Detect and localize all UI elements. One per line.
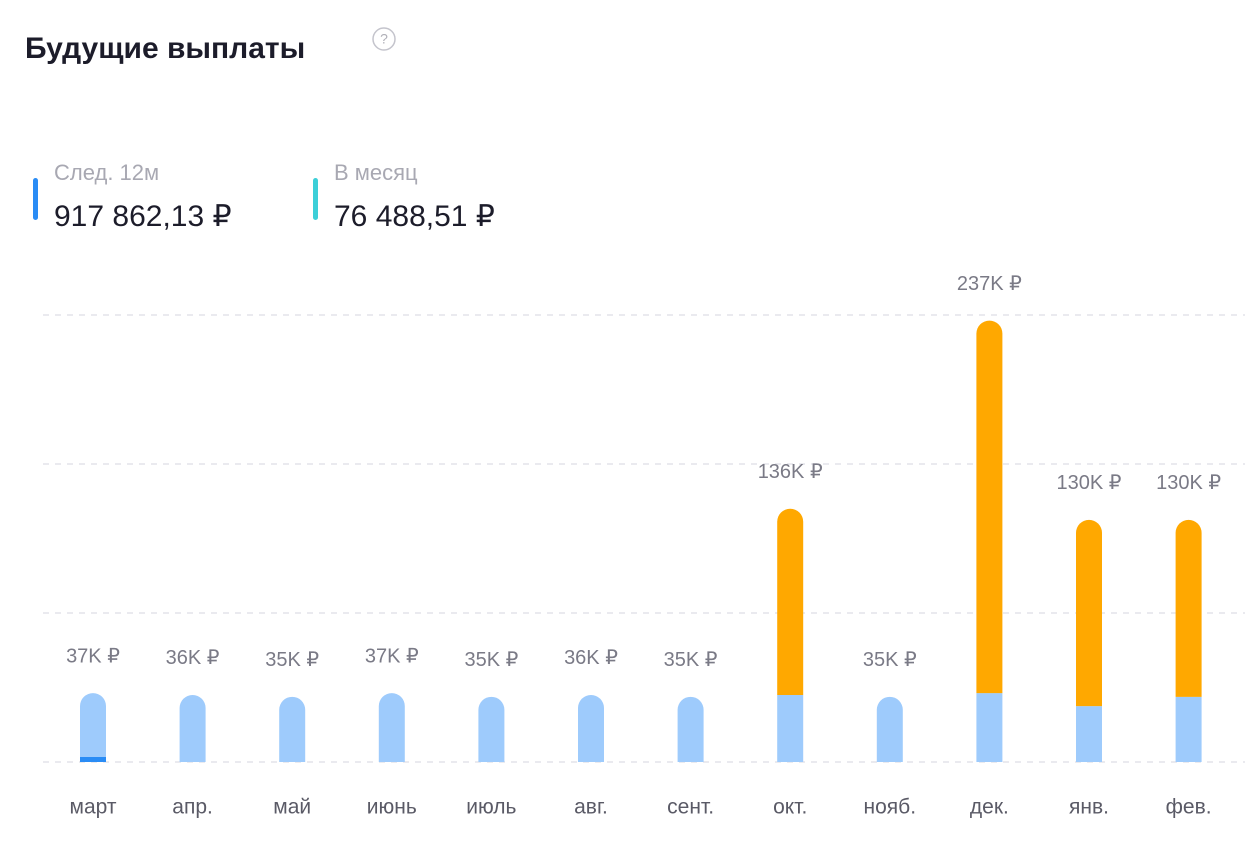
x-tick-label: июль	[466, 796, 516, 819]
stat-indicator	[33, 178, 38, 220]
bar-segment	[578, 694, 604, 762]
x-tick-label: окт.	[773, 796, 807, 819]
stat-value: 917 862,13 ₽	[54, 200, 232, 233]
bar-segment	[976, 693, 1003, 762]
value-label: 36K ₽	[564, 647, 618, 669]
value-label: 35K ₽	[664, 649, 718, 671]
x-tick-label: дек.	[970, 796, 1009, 819]
bar-segment	[80, 756, 106, 762]
stat-label: В месяц	[334, 160, 418, 185]
value-label: 35K ₽	[464, 649, 518, 671]
bar-segment	[279, 696, 306, 762]
x-tick-label: март	[70, 796, 117, 819]
bar-segment	[1175, 519, 1202, 697]
value-label: 36K ₽	[166, 647, 220, 669]
bar-segment	[1076, 519, 1102, 707]
bar-segment	[777, 508, 804, 695]
bar-segment	[976, 320, 1003, 694]
value-label: 37K ₽	[66, 645, 120, 667]
bar-segment	[179, 694, 206, 762]
bar-segment	[1076, 706, 1102, 762]
bar-segment	[478, 696, 505, 762]
bar-segment	[1175, 696, 1202, 762]
value-label: 37K ₽	[365, 645, 419, 667]
help-mark[interactable]: ?	[380, 31, 388, 47]
x-tick-label: янв.	[1069, 796, 1109, 819]
x-tick-label: июнь	[367, 796, 417, 819]
x-tick-label: нояб.	[864, 796, 917, 819]
help-icon[interactable]	[372, 27, 396, 51]
bar-segment	[777, 694, 804, 762]
x-tick-label: авг.	[574, 796, 608, 819]
value-label: 130K ₽	[1057, 472, 1122, 494]
stat-label: След. 12м	[54, 160, 159, 185]
value-label: 237K ₽	[957, 273, 1022, 295]
bar-segment	[876, 696, 903, 762]
bar-segment	[677, 696, 704, 762]
stat-value: 76 488,51 ₽	[334, 200, 495, 233]
value-label: 136K ₽	[758, 461, 823, 483]
x-tick-label: сент.	[667, 796, 714, 819]
value-label: 35K ₽	[265, 649, 319, 671]
bar-segment	[378, 693, 405, 762]
value-label: 35K ₽	[863, 649, 917, 671]
value-label: 130K ₽	[1156, 472, 1221, 494]
bar-segment	[80, 693, 106, 757]
x-tick-label: май	[273, 796, 311, 819]
title: Будущие выплаты	[25, 32, 305, 65]
stat-indicator	[313, 178, 318, 220]
x-tick-label: апр.	[172, 796, 213, 819]
x-tick-label: фев.	[1166, 796, 1212, 819]
